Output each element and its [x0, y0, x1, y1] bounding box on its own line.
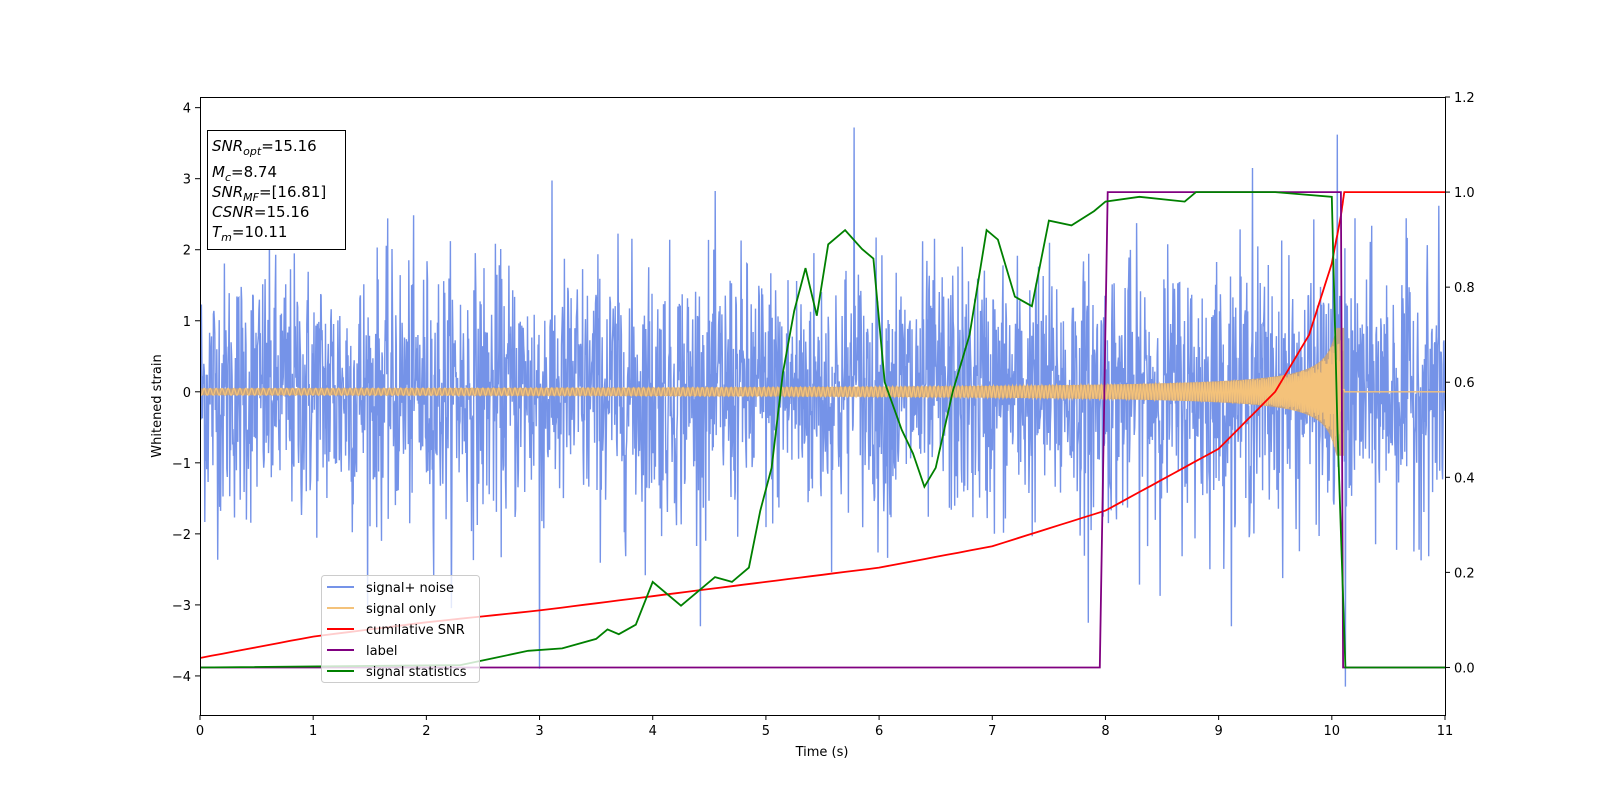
x-tick-label: 2	[422, 724, 430, 739]
x-tick-label: 11	[1437, 724, 1454, 739]
annotation-box: SNRopt=15.16 Mc=8.74SNRMF=[16.81]CSNR=15.…	[207, 130, 346, 250]
x-tick-label: 4	[649, 724, 657, 739]
y-left-tick-label: −1	[172, 457, 191, 472]
legend-label: signal+ noise	[366, 581, 454, 596]
signal-only-series	[200, 327, 1445, 456]
x-axis: 0 1 2 3 4 5 6 7 8 9 10 11	[196, 715, 1453, 739]
y-left-tick-label: −3	[172, 599, 191, 614]
line-series-group	[200, 191, 1445, 669]
y-right-tick-label: 0.4	[1454, 471, 1475, 486]
x-tick-label: 10	[1324, 724, 1341, 739]
legend-label: cumilative SNR	[366, 623, 465, 638]
y-right-tick-label: 0.2	[1454, 566, 1475, 581]
x-tick-label: 1	[309, 724, 317, 739]
y-axis-right: 1.2 1.0 0.8 0.6 0.4 0.2 0.0	[1445, 91, 1475, 676]
cumulative-snr-line	[200, 191, 1445, 659]
y-left-tick-label: 4	[183, 102, 191, 117]
annotation-line: SNRMF=[16.81]	[212, 183, 326, 204]
y-axis-label: Whitened strain	[150, 354, 165, 457]
x-tick-label: 6	[875, 724, 883, 739]
y-left-tick-label: −2	[172, 528, 191, 543]
x-tick-label: 7	[988, 724, 996, 739]
x-tick-label: 0	[196, 724, 204, 739]
plot-area	[200, 127, 1445, 687]
annotation-line: Tm=10.11	[212, 223, 287, 244]
y-axis-left: 4 3 2 1 0 −1 −2 −3 −4	[172, 102, 200, 685]
legend-label: signal statistics	[366, 665, 467, 680]
plot-frame	[200, 97, 1446, 716]
legend-label: signal only	[366, 602, 436, 617]
x-tick-label: 5	[762, 724, 770, 739]
y-left-tick-label: 1	[183, 315, 191, 330]
legend: signal+ noise signal only cumilative SNR la…	[321, 575, 480, 683]
y-left-tick-label: −4	[172, 670, 191, 685]
annotation-line: Mc=8.74	[212, 163, 277, 184]
signal-plus-noise-line	[200, 127, 1445, 687]
signal-only-line	[200, 335, 1445, 455]
legend-label: label	[366, 644, 397, 659]
y-right-tick-label: 0.8	[1454, 281, 1475, 296]
x-tick-label: 8	[1101, 724, 1109, 739]
x-tick-label: 3	[535, 724, 543, 739]
x-tick-label: 9	[1214, 724, 1222, 739]
annotation-line: CSNR=15.16	[212, 203, 309, 221]
y-right-tick-label: 0.6	[1454, 376, 1475, 391]
y-left-tick-label: 0	[183, 386, 191, 401]
signal-statistics-line	[200, 191, 1445, 669]
signal-plus-noise-series	[200, 127, 1445, 687]
y-right-tick-label: 1.0	[1454, 186, 1475, 201]
y-right-tick-label: 0.0	[1454, 661, 1475, 676]
y-left-tick-label: 3	[183, 173, 191, 188]
x-axis-label: Time (s)	[795, 745, 849, 760]
annotation-line: SNRopt=15.16	[212, 137, 317, 158]
y-left-tick-label: 2	[183, 244, 191, 259]
y-right-tick-label: 1.2	[1454, 91, 1475, 106]
